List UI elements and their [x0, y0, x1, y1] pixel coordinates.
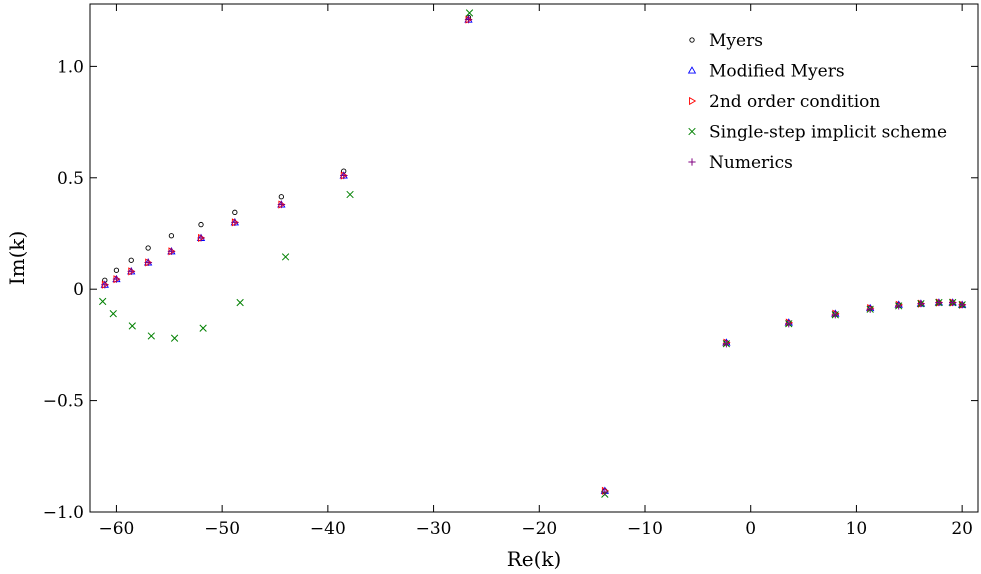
data-point	[128, 322, 136, 330]
x-tick-label: 10	[846, 519, 868, 539]
y-tick-label: −0.5	[43, 392, 84, 412]
series-myers	[102, 14, 965, 494]
data-point	[866, 305, 874, 313]
data-point	[198, 221, 204, 228]
legend-marker	[688, 127, 696, 136]
data-point	[831, 311, 839, 319]
data-point	[147, 332, 155, 340]
x-tick-label: 0	[745, 519, 756, 539]
x-tick-label: −20	[521, 519, 557, 539]
data-point	[601, 488, 609, 496]
data-point	[99, 297, 107, 306]
data-point	[231, 218, 239, 226]
legend-marker	[689, 96, 697, 106]
y-tick-label: 0	[73, 280, 84, 300]
data-point	[278, 194, 284, 200]
y-axis-label: Im(k)	[5, 231, 29, 286]
y-axis: −1.0 −0.5 0 0.5 1.0	[43, 57, 978, 523]
x-tick-label: −40	[310, 519, 346, 539]
data-point	[168, 233, 175, 239]
series-numerics	[101, 15, 966, 496]
data-point	[145, 245, 151, 251]
x-tick-label: −60	[98, 519, 134, 539]
data-point	[199, 324, 207, 332]
data-point	[722, 340, 730, 348]
data-point	[895, 302, 903, 310]
data-point	[109, 310, 117, 318]
data-point	[346, 190, 354, 199]
data-point	[167, 247, 175, 255]
legend: Myers Modified Myers 2nd order condition Si…	[687, 31, 947, 173]
plot-frame	[89, 3, 979, 513]
data-point	[236, 298, 244, 307]
data-point	[232, 209, 238, 215]
data-point	[935, 298, 943, 307]
data-point	[917, 300, 925, 308]
x-tick-label: 20	[951, 519, 973, 539]
x-tick-label: −10	[627, 519, 663, 539]
data-point	[170, 334, 179, 342]
data-point	[949, 298, 957, 307]
series-single-step-implicit-scheme	[99, 9, 966, 498]
legend-label: 2nd order condition	[709, 92, 880, 112]
series-2nd-order-condition	[101, 15, 967, 495]
data-point	[128, 257, 134, 263]
legend-label: Numerics	[709, 153, 793, 173]
y-tick-label: 1.0	[57, 57, 84, 77]
legend-marker	[689, 37, 695, 43]
y-tick-label: −1.0	[43, 503, 84, 523]
legend-label: Single-step implicit scheme	[709, 123, 947, 143]
data-point	[112, 275, 121, 283]
series-modified-myers	[100, 15, 967, 494]
data-point	[113, 267, 120, 273]
data-point	[127, 267, 135, 275]
data-point	[464, 15, 473, 24]
data-point	[281, 253, 290, 261]
x-axis-label: Re(k)	[507, 547, 562, 571]
x-axis: −60 −50 −40 −30 −20 −10 0 10 20	[98, 4, 973, 539]
data-point	[277, 200, 285, 209]
data-point	[101, 281, 109, 289]
x-tick-label: −30	[416, 519, 452, 539]
legend-label: Myers	[709, 31, 763, 51]
data-points	[99, 9, 967, 498]
x-tick-label: −50	[204, 519, 240, 539]
legend-marker	[687, 66, 697, 74]
data-point	[197, 234, 205, 242]
legend-label: Modified Myers	[709, 62, 845, 82]
data-point	[465, 9, 474, 17]
data-point	[785, 320, 793, 328]
legend-marker	[688, 158, 696, 166]
y-tick-label: 0.5	[57, 169, 84, 189]
data-point	[144, 258, 152, 267]
data-point	[958, 301, 966, 309]
data-point	[340, 171, 348, 180]
